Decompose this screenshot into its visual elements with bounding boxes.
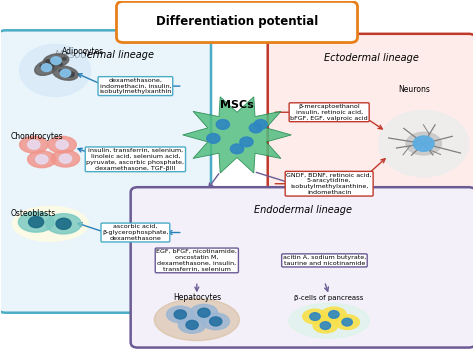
Ellipse shape	[303, 309, 327, 324]
Text: β-cells of pancreass: β-cells of pancreass	[294, 295, 364, 301]
Ellipse shape	[35, 60, 58, 75]
Circle shape	[62, 62, 66, 65]
Text: Hepatocytes: Hepatocytes	[173, 293, 221, 302]
Text: dexamethasone,
indomethacin, insulin,
isobutylmethylxanthin: dexamethasone, indomethacin, insulin, is…	[99, 78, 172, 94]
Ellipse shape	[27, 151, 56, 168]
Circle shape	[41, 64, 52, 71]
Circle shape	[63, 69, 66, 72]
Circle shape	[43, 66, 47, 69]
FancyBboxPatch shape	[117, 1, 357, 43]
Ellipse shape	[12, 206, 88, 241]
Circle shape	[61, 69, 64, 72]
Text: Adipocytes: Adipocytes	[62, 47, 104, 56]
Ellipse shape	[43, 54, 69, 68]
Circle shape	[36, 63, 40, 66]
Circle shape	[249, 123, 263, 133]
Circle shape	[58, 59, 62, 62]
Circle shape	[28, 217, 44, 228]
Circle shape	[48, 66, 52, 69]
Text: EGF, bFGF, nicotinamide,
oncostatin M,
dexamethasone, insulin,
transferrin, sele: EGF, bFGF, nicotinamide, oncostatin M, d…	[156, 249, 237, 272]
Ellipse shape	[178, 316, 206, 333]
Circle shape	[51, 57, 61, 64]
Circle shape	[186, 320, 198, 329]
Text: Neurons: Neurons	[398, 85, 430, 94]
Ellipse shape	[406, 132, 441, 155]
Text: Mesodermal lineage: Mesodermal lineage	[55, 50, 154, 60]
Circle shape	[413, 136, 434, 151]
Ellipse shape	[19, 136, 48, 153]
Circle shape	[36, 155, 48, 164]
Circle shape	[61, 62, 64, 65]
Text: acitin A, sodium butyrate,
taurine and nicotinamide: acitin A, sodium butyrate, taurine and n…	[283, 255, 366, 266]
Circle shape	[230, 144, 244, 154]
Ellipse shape	[289, 303, 369, 338]
Circle shape	[210, 317, 222, 326]
Text: β-mercaptoethanol
insulin, retinoic acid,
bFGF, EGF, valproic acid: β-mercaptoethanol insulin, retinoic acid…	[290, 104, 368, 120]
Text: Chondrocytes: Chondrocytes	[10, 132, 63, 141]
Circle shape	[54, 62, 58, 64]
Polygon shape	[182, 97, 292, 173]
Ellipse shape	[190, 304, 218, 321]
Ellipse shape	[313, 318, 337, 333]
Text: Osteoblasts: Osteoblasts	[10, 209, 55, 218]
Circle shape	[320, 322, 330, 329]
Circle shape	[310, 313, 320, 320]
Circle shape	[51, 63, 55, 66]
Circle shape	[63, 71, 67, 74]
Circle shape	[53, 60, 56, 63]
Ellipse shape	[53, 66, 78, 80]
Ellipse shape	[18, 212, 54, 232]
FancyBboxPatch shape	[131, 187, 474, 348]
Text: Differentiation potential: Differentiation potential	[156, 15, 318, 28]
Text: Ectodermal lineage: Ectodermal lineage	[324, 53, 419, 63]
Circle shape	[207, 133, 220, 143]
Ellipse shape	[46, 214, 81, 234]
Ellipse shape	[51, 150, 80, 167]
Ellipse shape	[321, 307, 346, 322]
Circle shape	[198, 308, 210, 317]
Circle shape	[64, 74, 68, 77]
Text: insulin, transferrin, selenium,
linoleic acid, selenium acid,
pyruvate, ascorbic: insulin, transferrin, selenium, linoleic…	[86, 148, 184, 170]
FancyBboxPatch shape	[0, 30, 211, 313]
Ellipse shape	[335, 315, 359, 329]
Circle shape	[216, 120, 229, 130]
Circle shape	[63, 70, 67, 72]
Circle shape	[254, 120, 267, 130]
Circle shape	[328, 310, 339, 318]
Text: Endodermal lineage: Endodermal lineage	[254, 205, 352, 215]
Ellipse shape	[166, 306, 194, 323]
Circle shape	[240, 137, 253, 147]
Ellipse shape	[48, 136, 76, 153]
Circle shape	[19, 44, 91, 97]
Circle shape	[342, 318, 352, 326]
Circle shape	[27, 140, 40, 149]
Ellipse shape	[202, 313, 229, 330]
Circle shape	[47, 70, 51, 72]
Text: MSCs: MSCs	[220, 100, 254, 110]
FancyBboxPatch shape	[268, 34, 474, 243]
Circle shape	[60, 69, 71, 77]
Text: ascorbic acid,
β-glycerophosphate,
dexamethasone: ascorbic acid, β-glycerophosphate, dexam…	[102, 224, 169, 241]
Circle shape	[59, 154, 72, 163]
Circle shape	[38, 64, 42, 67]
Circle shape	[174, 310, 186, 319]
Circle shape	[67, 70, 71, 73]
Ellipse shape	[155, 299, 239, 341]
Circle shape	[379, 111, 469, 177]
Circle shape	[56, 140, 68, 149]
Text: GNDF, BDNF, retinoic acid,
5-aracytidine,
isobutylmethylxanthine,
indomethacin: GNDF, BDNF, retinoic acid, 5-aracytidine…	[286, 173, 372, 195]
Circle shape	[53, 57, 57, 60]
Circle shape	[56, 218, 71, 229]
